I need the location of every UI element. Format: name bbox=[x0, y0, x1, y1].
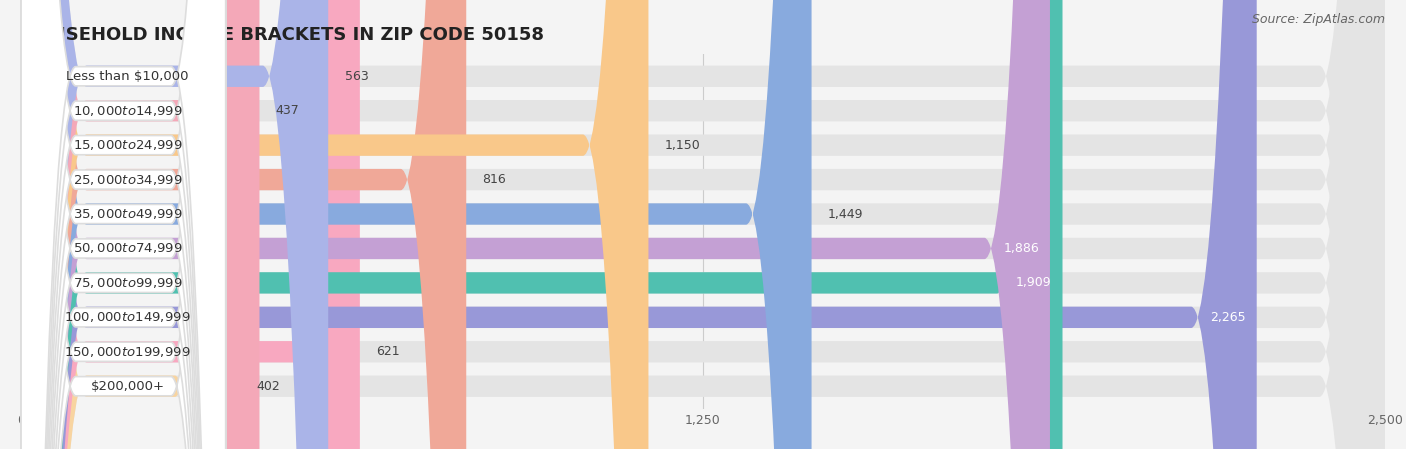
FancyBboxPatch shape bbox=[21, 0, 240, 449]
Text: $100,000 to $149,999: $100,000 to $149,999 bbox=[65, 310, 191, 324]
FancyBboxPatch shape bbox=[21, 0, 1385, 449]
Text: $200,000+: $200,000+ bbox=[90, 380, 165, 393]
Text: HOUSEHOLD INCOME BRACKETS IN ZIP CODE 50158: HOUSEHOLD INCOME BRACKETS IN ZIP CODE 50… bbox=[21, 26, 544, 44]
Text: 402: 402 bbox=[257, 380, 281, 393]
Text: $15,000 to $24,999: $15,000 to $24,999 bbox=[73, 138, 183, 152]
FancyBboxPatch shape bbox=[21, 0, 226, 449]
FancyBboxPatch shape bbox=[21, 0, 1385, 449]
FancyBboxPatch shape bbox=[21, 0, 226, 449]
FancyBboxPatch shape bbox=[21, 0, 811, 449]
FancyBboxPatch shape bbox=[21, 0, 226, 449]
FancyBboxPatch shape bbox=[21, 0, 1385, 449]
Text: 1,886: 1,886 bbox=[1004, 242, 1039, 255]
FancyBboxPatch shape bbox=[21, 0, 1385, 449]
Text: $150,000 to $199,999: $150,000 to $199,999 bbox=[65, 345, 191, 359]
Text: Source: ZipAtlas.com: Source: ZipAtlas.com bbox=[1251, 13, 1385, 26]
FancyBboxPatch shape bbox=[21, 0, 226, 449]
Text: $25,000 to $34,999: $25,000 to $34,999 bbox=[73, 172, 183, 187]
Text: 621: 621 bbox=[377, 345, 399, 358]
Text: 563: 563 bbox=[344, 70, 368, 83]
Text: 1,909: 1,909 bbox=[1017, 277, 1052, 290]
FancyBboxPatch shape bbox=[21, 0, 226, 449]
FancyBboxPatch shape bbox=[21, 0, 1050, 449]
FancyBboxPatch shape bbox=[21, 0, 1385, 449]
Text: 2,265: 2,265 bbox=[1211, 311, 1246, 324]
FancyBboxPatch shape bbox=[21, 0, 648, 449]
FancyBboxPatch shape bbox=[21, 0, 1385, 449]
FancyBboxPatch shape bbox=[21, 0, 1385, 449]
Text: 1,449: 1,449 bbox=[828, 207, 863, 220]
FancyBboxPatch shape bbox=[21, 0, 226, 449]
FancyBboxPatch shape bbox=[21, 0, 1257, 449]
Text: $50,000 to $74,999: $50,000 to $74,999 bbox=[73, 242, 183, 255]
FancyBboxPatch shape bbox=[21, 0, 226, 449]
FancyBboxPatch shape bbox=[21, 0, 226, 449]
FancyBboxPatch shape bbox=[21, 0, 1385, 449]
FancyBboxPatch shape bbox=[21, 0, 1385, 449]
FancyBboxPatch shape bbox=[21, 0, 1385, 449]
Text: $10,000 to $14,999: $10,000 to $14,999 bbox=[73, 104, 183, 118]
FancyBboxPatch shape bbox=[21, 0, 328, 449]
Text: $75,000 to $99,999: $75,000 to $99,999 bbox=[73, 276, 183, 290]
FancyBboxPatch shape bbox=[21, 0, 467, 449]
Text: 1,150: 1,150 bbox=[665, 139, 700, 152]
Text: $35,000 to $49,999: $35,000 to $49,999 bbox=[73, 207, 183, 221]
FancyBboxPatch shape bbox=[21, 0, 360, 449]
FancyBboxPatch shape bbox=[21, 0, 1063, 449]
Text: 437: 437 bbox=[276, 104, 299, 117]
Text: 816: 816 bbox=[482, 173, 506, 186]
Text: Less than $10,000: Less than $10,000 bbox=[66, 70, 188, 83]
FancyBboxPatch shape bbox=[21, 0, 226, 449]
FancyBboxPatch shape bbox=[21, 0, 226, 449]
FancyBboxPatch shape bbox=[21, 0, 260, 449]
